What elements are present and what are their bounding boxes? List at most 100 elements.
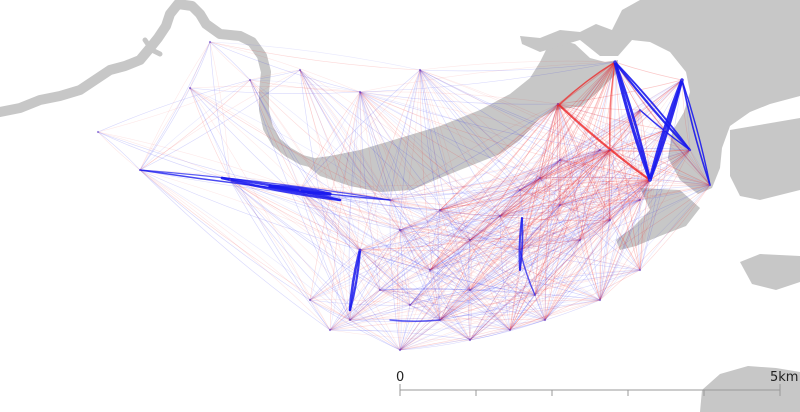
flow-line <box>559 159 711 186</box>
flow-line <box>359 249 471 341</box>
flow-line <box>429 149 611 271</box>
flow-line <box>399 294 536 351</box>
flow-line <box>559 149 691 206</box>
flow-line <box>419 69 641 201</box>
station-point <box>638 108 642 112</box>
flow-line <box>379 219 611 291</box>
flow-line <box>309 299 411 306</box>
flow-line <box>309 229 401 301</box>
flow-line <box>599 219 611 301</box>
flow-line <box>609 149 641 201</box>
flow-line <box>519 159 561 191</box>
flow-line <box>509 269 641 331</box>
flow-line <box>469 329 511 341</box>
flow-line <box>359 91 441 321</box>
flow-line <box>139 169 351 321</box>
flow-line <box>499 215 511 331</box>
station-point <box>638 268 642 272</box>
flow-line <box>249 79 391 201</box>
flow-line <box>609 109 641 151</box>
flow-line <box>429 219 611 271</box>
flow-line <box>349 177 541 321</box>
flow-line <box>429 149 601 271</box>
flow-line <box>97 131 231 181</box>
flow-line <box>599 149 641 201</box>
flow-line <box>534 294 601 301</box>
flow-line <box>399 229 581 241</box>
flow-line <box>389 69 421 201</box>
flow-line <box>539 176 651 181</box>
flow-line <box>429 103 559 271</box>
scale-label-end: 5km <box>770 370 798 385</box>
flow-line <box>469 149 611 291</box>
flow-line <box>439 149 601 321</box>
flow-line <box>519 249 641 271</box>
flow-line <box>439 299 601 321</box>
flow-line <box>499 109 641 217</box>
flow-line <box>309 249 361 301</box>
flow-line <box>544 179 651 321</box>
flow-line <box>519 199 641 251</box>
flow-line <box>499 79 683 217</box>
flow-line <box>349 249 521 321</box>
flow-line <box>349 249 521 321</box>
flow-line <box>349 319 401 351</box>
flow-line <box>309 189 521 301</box>
flow-line <box>439 239 581 321</box>
flow-line <box>389 199 401 351</box>
flow-line <box>579 79 683 241</box>
flow-line <box>544 219 611 321</box>
flow-line <box>309 299 401 351</box>
station-point <box>388 198 392 202</box>
flow-line <box>359 91 431 271</box>
flow-line <box>559 199 641 206</box>
flow-line <box>439 319 511 331</box>
flow-line <box>499 179 651 217</box>
flow-line <box>309 91 361 301</box>
flow-line <box>559 159 651 181</box>
flow-line <box>639 184 711 201</box>
flow-line <box>189 41 211 89</box>
flow-line <box>469 319 546 341</box>
flow-line <box>399 339 471 351</box>
flow-line <box>229 179 401 351</box>
flow-line <box>439 209 546 321</box>
station-point <box>558 203 562 207</box>
flow-line <box>439 269 641 321</box>
flow-line <box>439 209 521 251</box>
flow-line <box>349 299 601 321</box>
flow-line <box>209 41 421 71</box>
flow-line <box>599 179 651 301</box>
flow-line <box>469 289 511 331</box>
flow-line <box>559 79 683 161</box>
flow-line <box>329 304 411 331</box>
flow-line <box>439 249 521 321</box>
station-point <box>558 158 562 162</box>
flow-line <box>439 189 521 211</box>
flow-line <box>559 159 581 241</box>
flow-line <box>557 103 641 271</box>
flow-line <box>429 177 541 271</box>
flow-line <box>249 69 301 81</box>
flow-line <box>379 288 536 296</box>
flow-line <box>469 199 641 291</box>
flow-line <box>469 179 651 341</box>
flow-line <box>539 177 611 221</box>
flow-line <box>439 199 641 321</box>
flow-line <box>509 239 581 331</box>
flow-line <box>429 199 641 271</box>
flow-line <box>534 219 611 296</box>
flow-line <box>439 103 559 321</box>
flow-line <box>348 248 362 312</box>
flow-line <box>329 289 471 331</box>
flow-line <box>544 179 651 321</box>
flow-line <box>639 79 683 271</box>
flow-line <box>499 149 611 217</box>
flow-line <box>349 289 381 321</box>
flow-line <box>409 177 541 306</box>
flow-line <box>534 219 611 296</box>
flow-line <box>399 149 611 231</box>
flow-line <box>544 149 691 321</box>
flow-line <box>609 109 641 221</box>
